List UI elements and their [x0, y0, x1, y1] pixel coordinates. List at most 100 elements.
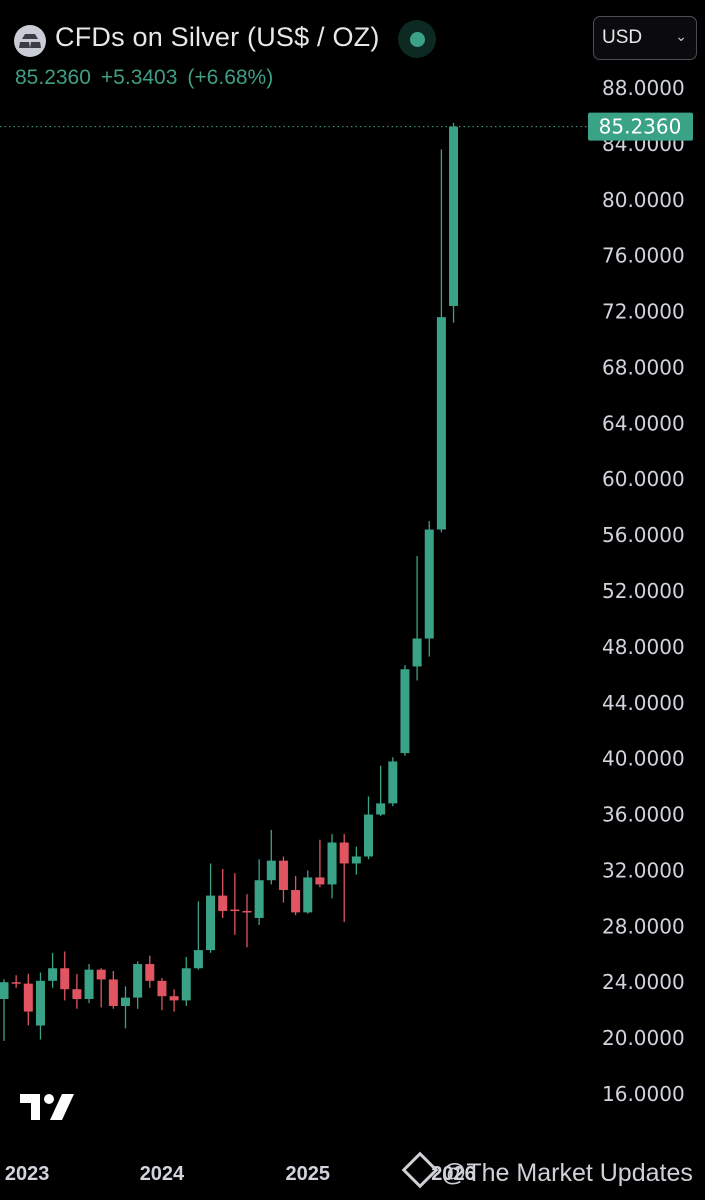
candle-body	[133, 964, 143, 998]
x-axis-tick-label: 2024	[140, 1163, 185, 1185]
candle	[339, 834, 349, 923]
y-axis-tick-label: 76.0000	[602, 244, 685, 268]
candle-body	[35, 980, 45, 1026]
y-axis-tick-label: 40.0000	[602, 747, 685, 771]
watermark-text: @The Market Updates	[441, 1159, 693, 1187]
candle	[84, 964, 94, 1004]
candle	[218, 869, 228, 918]
candle-body	[218, 895, 228, 911]
candle-body	[96, 969, 106, 980]
candle	[48, 952, 58, 988]
symbol-title[interactable]: CFDs on Silver (US$ / OZ)	[55, 22, 380, 52]
candle-body	[339, 842, 349, 864]
candle	[278, 856, 288, 903]
candle	[400, 665, 410, 756]
candle	[376, 765, 386, 816]
currency-dropdown[interactable]: USD ⌄	[593, 16, 697, 60]
candle-body	[48, 968, 58, 981]
candle	[60, 951, 70, 1001]
candle	[291, 876, 301, 916]
candle	[96, 968, 106, 1008]
y-axis-tick-label: 64.0000	[602, 411, 685, 435]
candle	[181, 957, 191, 1006]
price-change: +5.3403	[100, 66, 178, 89]
candle-body	[60, 968, 70, 990]
candle	[157, 978, 167, 1011]
candle-body	[436, 317, 446, 530]
status-dot-icon	[409, 31, 425, 47]
candle-body	[193, 950, 203, 969]
candle-body	[72, 989, 82, 999]
candle-body	[206, 895, 216, 951]
candle-body	[291, 890, 301, 913]
y-axis-tick-label: 28.0000	[602, 914, 685, 938]
candle-body	[400, 669, 410, 754]
candle-body	[157, 980, 167, 997]
candle-body	[327, 842, 337, 885]
candle	[121, 986, 130, 1029]
candle	[449, 122, 459, 323]
candle-body	[242, 910, 252, 913]
candle	[254, 859, 264, 925]
tradingview-logo-icon[interactable]	[20, 1094, 74, 1127]
y-axis-tick-label: 24.0000	[602, 970, 685, 994]
candle	[23, 973, 33, 1026]
candle	[412, 556, 422, 681]
candle-body	[169, 996, 179, 1001]
candle-body	[145, 964, 155, 981]
candle-body	[412, 638, 422, 667]
candle	[145, 955, 155, 988]
watermark: @The Market Updates	[401, 1151, 693, 1189]
candle-body	[424, 529, 434, 639]
candle	[266, 829, 276, 885]
y-axis-tick-label: 52.0000	[602, 579, 685, 603]
x-axis-tick-label: 2023	[5, 1163, 50, 1185]
candle-body	[303, 877, 313, 913]
y-axis-tick-label: 88.0000	[602, 76, 685, 100]
candle-body	[449, 126, 459, 306]
y-axis-tick-label: 32.0000	[602, 858, 685, 882]
candle-body	[121, 997, 130, 1006]
candle-body	[266, 860, 276, 881]
candle	[351, 846, 361, 875]
y-axis-tick-label: 48.0000	[602, 635, 685, 659]
candle	[72, 973, 82, 1009]
y-axis-tick-label: 68.0000	[602, 355, 685, 379]
candle-body	[181, 968, 191, 1001]
y-axis-tick-label: 56.0000	[602, 523, 685, 547]
currency-value: USD	[602, 27, 643, 48]
candle	[424, 521, 434, 657]
candle-body	[84, 969, 94, 999]
candle-body	[351, 856, 361, 864]
candle	[436, 149, 446, 533]
candle	[327, 834, 337, 899]
candle	[0, 979, 9, 1041]
candle-body	[11, 982, 21, 984]
y-axis-tick-label: 80.0000	[602, 188, 685, 212]
candle	[11, 975, 21, 988]
last-price-badge	[588, 112, 693, 141]
y-axis-tick-label: 36.0000	[602, 803, 685, 827]
chart-header: CFDs on Silver (US$ / OZ) 85.2360 +5.3403…	[0, 0, 705, 100]
candle	[169, 989, 179, 1012]
candle-body	[230, 909, 240, 912]
y-axis-tick-label: 72.0000	[602, 300, 685, 324]
candle	[364, 796, 373, 860]
candle	[108, 971, 118, 1009]
candle	[230, 873, 240, 935]
y-axis-tick-label: 60.0000	[602, 467, 685, 491]
last-price: 85.2360	[15, 66, 91, 89]
market-status-indicator[interactable]	[398, 20, 436, 58]
candle	[388, 757, 398, 807]
y-axis-tick-label: 16.0000	[602, 1082, 685, 1106]
candle-body	[364, 814, 373, 857]
candle	[315, 839, 325, 888]
candle	[35, 972, 45, 1040]
candle	[133, 961, 143, 1009]
silver-bars-icon	[14, 25, 46, 57]
candle-body	[254, 880, 264, 918]
price-quote: 85.2360 +5.3403 (+6.68%)	[15, 66, 283, 90]
candle-body	[23, 983, 33, 1012]
candle	[242, 894, 252, 948]
